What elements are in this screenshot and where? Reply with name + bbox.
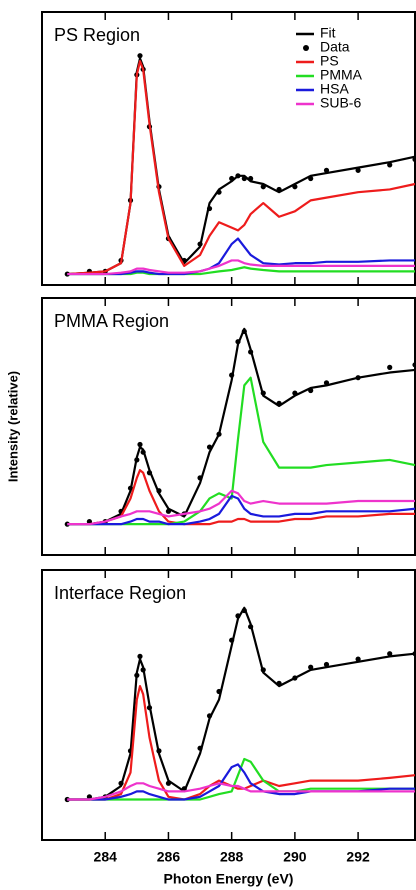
data-point — [260, 667, 266, 673]
data-point — [64, 271, 70, 277]
legend-marker — [303, 45, 309, 51]
data-point — [276, 680, 282, 687]
series-line — [67, 757, 415, 801]
data-point — [260, 184, 266, 190]
plot-frame — [41, 11, 416, 286]
data-point — [235, 613, 241, 619]
data-point — [387, 364, 393, 370]
data-point — [387, 162, 393, 168]
data-point — [146, 705, 153, 711]
panel-title: PMMA Region — [54, 311, 169, 331]
legend-label: PS — [320, 53, 339, 69]
data-point — [181, 786, 187, 792]
data-point — [206, 713, 213, 719]
data-point — [276, 186, 282, 193]
series-line — [67, 494, 416, 526]
series-line — [67, 60, 416, 276]
data-point — [134, 457, 140, 463]
series-line — [67, 327, 416, 526]
data-point — [241, 328, 247, 335]
data-point — [355, 375, 361, 381]
data-point — [206, 444, 213, 450]
data-point — [137, 653, 143, 660]
data-point — [156, 488, 162, 494]
data-point — [156, 748, 162, 754]
data-point — [308, 664, 314, 670]
data-point — [229, 637, 235, 643]
data-point — [412, 362, 416, 368]
data-point — [412, 651, 416, 657]
series-line — [67, 266, 415, 276]
data-point — [140, 667, 146, 673]
data-point — [241, 175, 247, 182]
data-point — [229, 175, 235, 182]
legend-label: Fit — [320, 25, 336, 41]
y-axis-label: Intensity (relative) — [5, 371, 20, 482]
data-point — [292, 184, 298, 190]
data-point — [292, 390, 298, 396]
x-tick-label: 290 — [283, 849, 307, 865]
data-point — [197, 745, 203, 751]
legend-label: Data — [320, 39, 350, 55]
plot-frame — [41, 569, 416, 841]
data-point — [64, 796, 70, 803]
panel-title: PS Region — [54, 25, 140, 45]
x-tick-label: 288 — [220, 849, 244, 865]
data-point — [137, 53, 143, 59]
data-point — [206, 205, 213, 212]
x-tick-label: 286 — [157, 849, 181, 865]
data-point — [146, 470, 153, 476]
series-line — [67, 376, 416, 526]
data-point — [248, 175, 254, 182]
data-point — [308, 387, 314, 394]
panel-title: Interface Region — [54, 583, 186, 603]
data-point — [197, 241, 203, 247]
data-point — [323, 661, 330, 668]
data-point — [235, 339, 241, 345]
data-point — [165, 780, 172, 786]
plot-frame — [41, 297, 416, 556]
data-point — [241, 607, 247, 614]
data-point — [229, 372, 235, 378]
data-point — [140, 449, 146, 455]
data-point — [64, 521, 70, 527]
data-point — [248, 349, 254, 355]
data-point — [355, 167, 361, 173]
data-point — [248, 624, 254, 630]
data-point — [235, 173, 241, 179]
legend-label: PMMA — [320, 67, 363, 83]
data-point — [197, 475, 203, 481]
data-point — [323, 380, 330, 386]
series-line — [67, 489, 415, 526]
series-line — [67, 606, 416, 801]
legend-label: HSA — [320, 81, 349, 97]
data-point — [412, 156, 416, 163]
data-point — [137, 441, 143, 448]
data-point — [260, 390, 266, 396]
data-point — [86, 794, 93, 800]
data-point — [216, 189, 222, 195]
data-point — [127, 485, 134, 491]
legend-label: SUB-6 — [320, 95, 361, 111]
series-line — [67, 469, 415, 526]
x-axis-label: Photon Energy (eV) — [164, 871, 294, 887]
data-point — [216, 431, 222, 437]
x-tick-label: 284 — [94, 849, 118, 865]
data-point — [323, 167, 330, 173]
data-point — [387, 651, 393, 657]
data-point — [276, 400, 282, 406]
data-point — [308, 175, 314, 182]
data-point — [216, 688, 222, 695]
data-point — [292, 675, 298, 681]
series-line — [67, 259, 415, 276]
x-tick-label: 292 — [346, 849, 370, 865]
data-point — [118, 780, 124, 786]
data-point — [134, 672, 140, 678]
data-point — [165, 508, 172, 514]
series-line — [67, 782, 415, 801]
data-point — [355, 656, 361, 662]
